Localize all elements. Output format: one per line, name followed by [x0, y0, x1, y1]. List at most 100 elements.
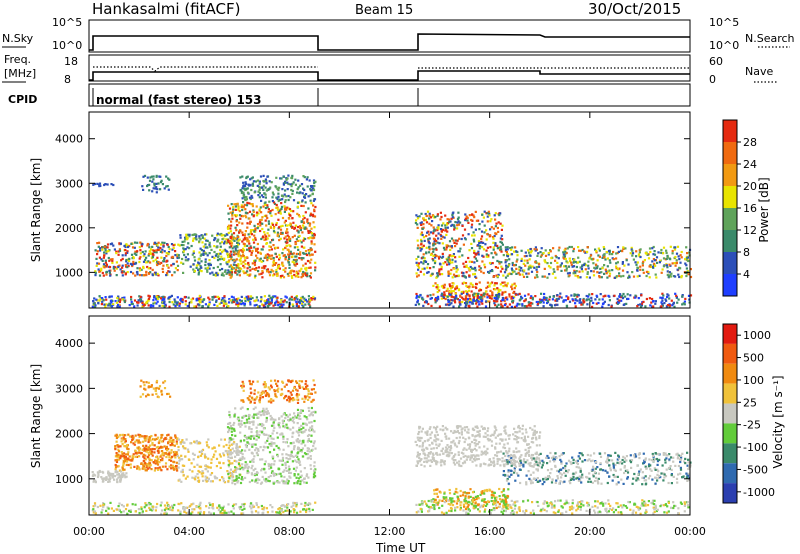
- data-point: [211, 480, 214, 483]
- data-point: [429, 297, 432, 300]
- data-point: [149, 176, 152, 179]
- data-point: [162, 260, 165, 263]
- data-point: [143, 467, 146, 470]
- data-point: [528, 266, 531, 269]
- data-point: [425, 301, 428, 304]
- data-point: [304, 262, 307, 265]
- data-point: [549, 250, 552, 253]
- data-point: [230, 443, 234, 446]
- data-point: [580, 268, 583, 271]
- data-point: [505, 251, 508, 254]
- data-point: [256, 223, 260, 226]
- data-point: [128, 257, 131, 260]
- data-point: [99, 247, 102, 250]
- data-point: [499, 212, 502, 215]
- data-point: [680, 276, 683, 279]
- data-point: [466, 216, 469, 219]
- data-point: [182, 506, 185, 509]
- data-point: [444, 214, 447, 217]
- data-point: [110, 295, 113, 298]
- data-point: [155, 251, 158, 254]
- data-point: [282, 175, 285, 178]
- data-point: [515, 304, 518, 307]
- data-point: [107, 256, 110, 260]
- data-point: [103, 266, 106, 269]
- data-point: [297, 186, 300, 189]
- data-point: [256, 214, 259, 217]
- data-point: [130, 295, 133, 299]
- data-point: [149, 508, 152, 511]
- data-point: [284, 270, 287, 273]
- data-point: [258, 180, 261, 183]
- data-point: [457, 211, 460, 214]
- data-point: [435, 254, 438, 258]
- data-point: [605, 272, 608, 275]
- data-point: [201, 470, 204, 473]
- data-point: [478, 241, 481, 245]
- data-point: [118, 249, 122, 252]
- data-point: [440, 235, 443, 238]
- data-point: [278, 459, 281, 462]
- data-point: [434, 215, 437, 219]
- data-point: [463, 228, 467, 231]
- data-point: [231, 259, 234, 262]
- data-point: [539, 251, 542, 254]
- data-point: [198, 297, 201, 300]
- data-point: [240, 255, 243, 258]
- data-point: [553, 304, 557, 307]
- data-point: [294, 264, 297, 267]
- data-point: [417, 255, 420, 258]
- data-point: [468, 260, 471, 263]
- data-point: [249, 245, 252, 248]
- data-point: [426, 210, 430, 213]
- data-point: [264, 460, 267, 463]
- data-point: [148, 458, 151, 461]
- data-point: [243, 243, 246, 246]
- data-point: [314, 266, 317, 269]
- data-point: [161, 251, 164, 254]
- data-point: [141, 243, 144, 246]
- data-point: [230, 269, 233, 272]
- data-point: [222, 445, 225, 448]
- colorbar-tick-label: 24: [743, 158, 757, 171]
- data-point: [261, 410, 264, 413]
- data-point: [201, 452, 204, 455]
- data-point: [512, 291, 515, 294]
- data-point: [473, 261, 476, 264]
- data-point: [204, 267, 207, 270]
- data-point: [525, 305, 528, 308]
- data-point: [581, 248, 584, 252]
- data-point: [273, 225, 276, 229]
- data-point: [556, 268, 559, 271]
- data-point: [517, 271, 520, 274]
- data-point: [270, 181, 273, 184]
- data-point: [534, 249, 537, 252]
- data-point: [228, 301, 231, 304]
- data-point: [151, 190, 154, 193]
- nsky-tick-top: 10^5: [52, 16, 82, 29]
- data-point: [311, 508, 314, 511]
- data-point: [240, 205, 243, 209]
- data-point: [440, 265, 443, 268]
- data-point: [268, 467, 271, 470]
- data-point: [210, 472, 214, 475]
- data-point: [472, 231, 475, 234]
- data-point: [243, 507, 246, 510]
- data-point: [257, 436, 260, 439]
- data-point: [661, 299, 664, 302]
- data-point: [602, 295, 605, 298]
- data-point: [252, 241, 256, 244]
- data-point: [300, 226, 303, 230]
- data-point: [269, 245, 272, 248]
- data-point: [523, 300, 526, 303]
- data-point: [195, 505, 198, 509]
- data-point: [541, 299, 544, 302]
- data-point: [557, 297, 560, 300]
- nsearch-tick-bottom: 10^0: [709, 39, 739, 52]
- data-point: [445, 295, 448, 298]
- data-point: [437, 237, 440, 240]
- data-point: [459, 221, 462, 224]
- data-point: [249, 297, 252, 300]
- data-point: [298, 414, 301, 417]
- data-point: [551, 298, 554, 301]
